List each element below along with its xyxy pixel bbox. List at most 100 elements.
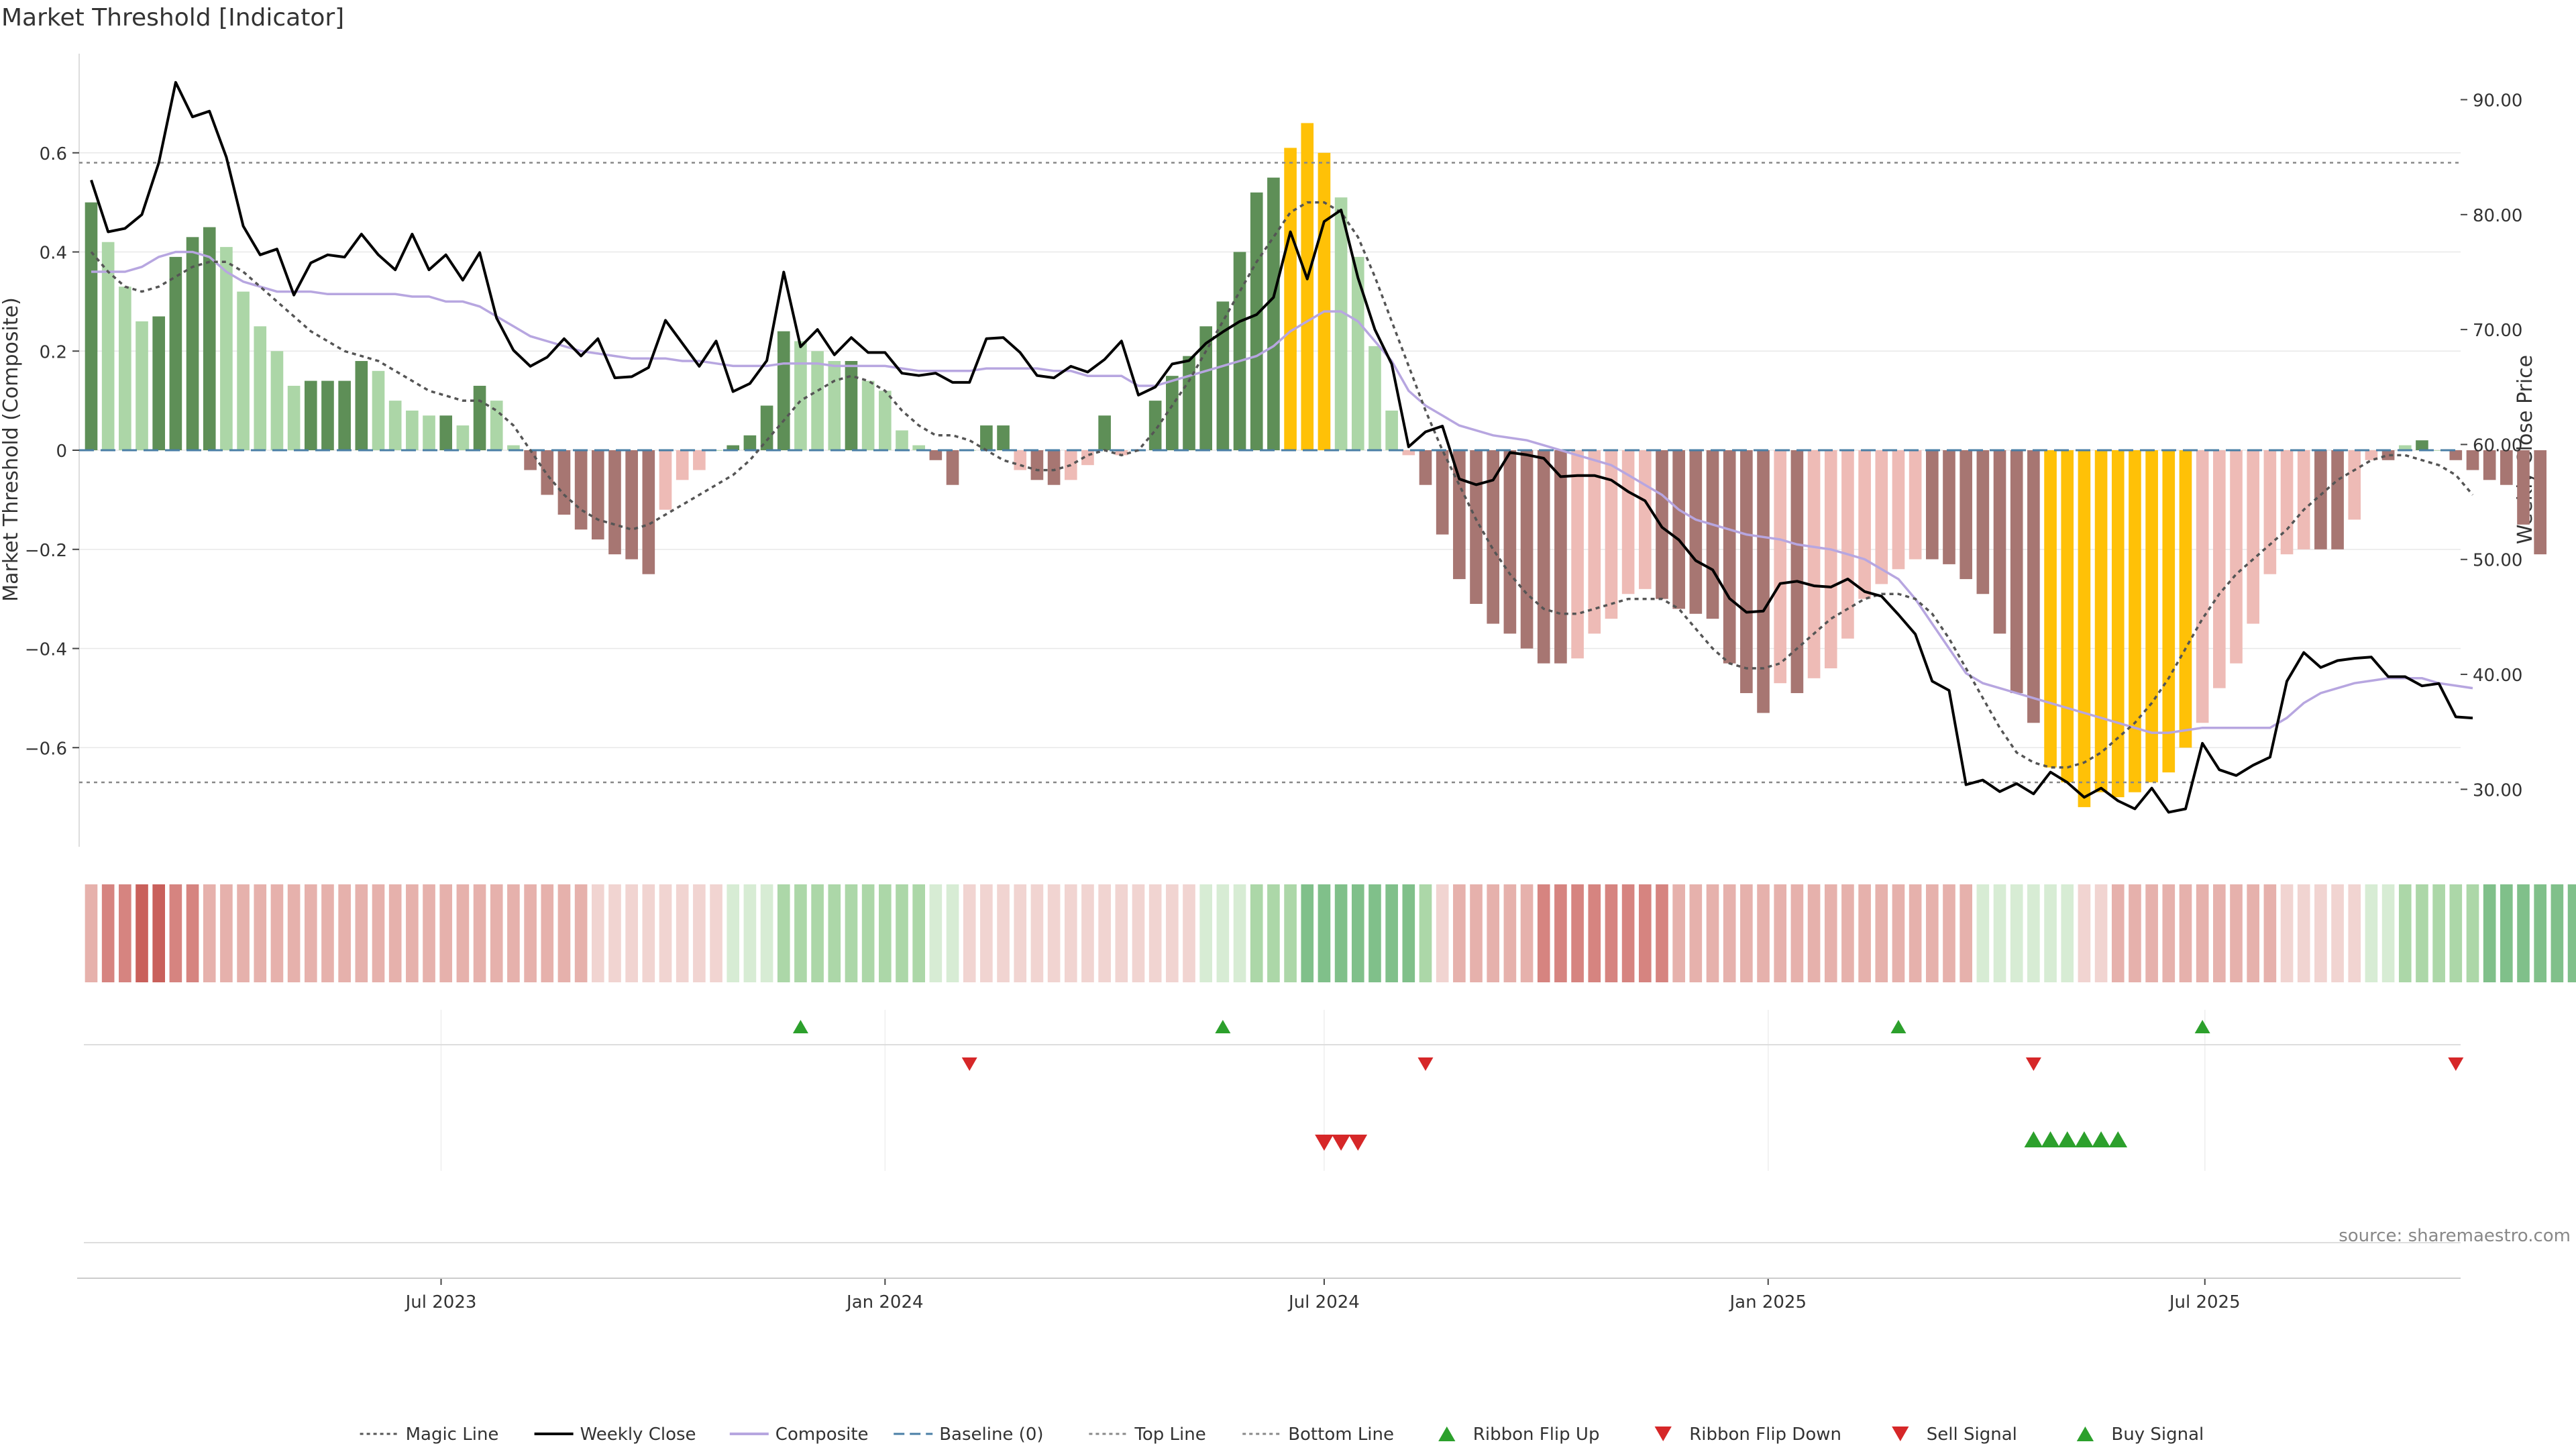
composite-bar [237,291,250,450]
composite-bar [2213,450,2226,688]
composite-bar [2500,450,2513,485]
ribbon-cell [2517,884,2530,982]
composite-bar [524,450,537,470]
composite-bar [1047,450,1061,485]
composite-bar [2196,450,2209,723]
composite-bar [946,450,959,485]
composite-bar [270,351,284,450]
ribbon-cell [1774,884,1787,982]
ribbon-cell [1605,884,1618,982]
ribbon-cell [2466,884,2479,982]
composite-bar [574,450,588,530]
ribbon-cell [338,884,351,982]
ribbon-cell [2534,884,2547,982]
ribbon-cell [1470,884,1483,982]
composite-bar [1824,450,1837,669]
composite-bar [220,247,233,450]
ribbon-cell [220,884,233,982]
legend-label: Ribbon Flip Up [1473,1424,1600,1445]
composite-bar [1858,450,1871,599]
composite-bar [2129,450,2141,792]
ribbon-cell [1892,884,1905,982]
composite-bar [1621,450,1635,594]
x-tick-label: Jan 2024 [845,1292,924,1312]
composite-bar [1774,450,1787,684]
ribbon-cell [794,884,807,982]
composite-bar [1385,410,1398,450]
ribbon-cell [608,884,621,982]
ribbon-cell [727,884,740,982]
composite-bar [406,410,419,450]
ribbon-cell [1656,884,1668,982]
ribbon-cell [237,884,250,982]
legend: Magic Line Weekly Close Composite Baseline … [360,1424,2204,1445]
composite-bar [1199,326,1213,450]
ribbon-cell [1943,884,1955,982]
ribbon-cell [1520,884,1534,982]
ribbon-cell [254,884,267,982]
left-tick-label: −0.4 [25,640,67,660]
legend-item: Ribbon Flip Up [1438,1424,1599,1445]
buy-signal-marker [2024,1131,2043,1147]
ribbon-cell [1385,884,1398,982]
ribbon-cell [1723,884,1736,982]
ribbon-cell [439,884,453,982]
ribbon-cell [1571,884,1584,982]
ribbon-cell [896,884,908,982]
ribbon-cell [1976,884,1990,982]
y-axis-left-label: Market Threshold (Composite) [0,297,23,602]
ribbon-cell [946,884,959,982]
composite-bar [929,450,943,460]
x-tick-label: Jul 2023 [405,1292,477,1312]
legend-item: Baseline (0) [894,1424,1044,1445]
composite-bar [372,370,385,450]
ribbon-cell [2111,884,2125,982]
composite-bar [355,361,368,450]
composite-bar [473,385,486,450]
ribbon-cell [2061,884,2074,982]
ribbon-cell [2145,884,2158,982]
composite-bar [1960,450,1972,580]
composite-bar [1436,450,1449,535]
composite-bar [1148,401,1162,450]
ribbon-cell [625,884,638,982]
ribbon-cell [2179,884,2192,982]
composite-bar [1419,450,1432,485]
legend-item: Top Line [1089,1424,1206,1445]
ribbon-cell [1318,884,1331,982]
ribbon-cell [676,884,689,982]
ribbon-cell [473,884,486,982]
right-tick-label: 80.00 [2473,206,2522,226]
composite-bar [254,326,267,450]
ribbon-cell [2483,884,2496,982]
composite-bar [1166,376,1179,450]
composite-bar [541,450,554,495]
ribbon-flip-down-marker [2448,1057,2464,1071]
composite-bar [1537,450,1550,664]
ribbon-cell [1689,884,1703,982]
ribbon-cell [2230,884,2243,982]
ribbon-cell [777,884,790,982]
ribbon-cell [2027,884,2040,982]
ribbon-cell [524,884,537,982]
ribbon-cell [1740,884,1753,982]
ribbon-cell [1875,884,1888,982]
ribbon-cell [1621,884,1635,982]
weekly-close-line [90,81,2473,814]
ribbon-cell [423,884,435,982]
trend-ribbon [85,884,2576,982]
ribbon-cell [2247,884,2259,982]
ribbon-cell [557,884,571,982]
left-tick-label: −0.2 [25,541,67,561]
ribbon-cell [591,884,604,982]
composite-bar [85,202,98,450]
composite-bar [642,450,655,574]
left-tick-label: 0.4 [40,244,67,264]
ribbon-cell [101,884,115,982]
ribbon-cell [2297,884,2310,982]
ribbon-cell [2567,884,2576,982]
ribbon-cell [1216,884,1230,982]
ribbon-flip-down-marker [2025,1057,2041,1071]
composite-bar [1503,450,1517,634]
